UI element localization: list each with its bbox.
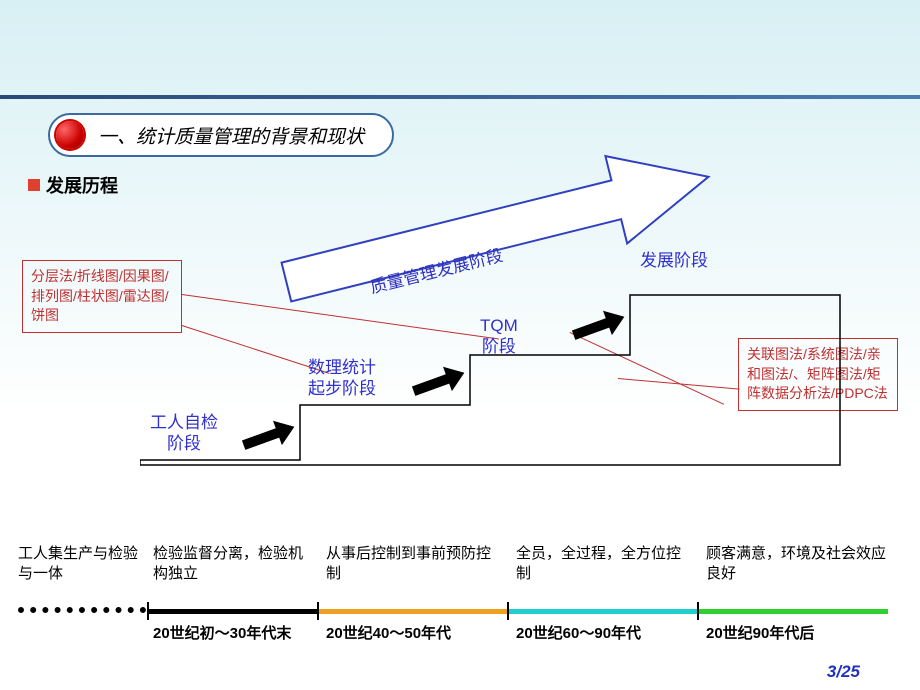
timeline-descriptions: 工人集生产与检验与一体 检验监督分离，检验机构独立 从事后控制到事前预防控制 全…: [18, 544, 902, 606]
era-3: 20世纪60～90年代: [516, 622, 696, 643]
axis-seg-1: [148, 609, 318, 614]
stage-2-line1: 数理统计: [308, 358, 376, 377]
desc-0: 工人集生产与检验与一体: [18, 544, 138, 585]
stage-1: 工人自检 阶段: [150, 412, 218, 455]
era-1: 20世纪初～30年代末: [153, 622, 313, 643]
stage-3: TQM 阶段: [480, 315, 518, 358]
era-4: 20世纪90年代后: [706, 622, 886, 643]
stage-1-line2: 阶段: [167, 434, 201, 453]
section-title-pill: 一、统计质量管理的背景和现状: [48, 113, 394, 157]
stage-2: 数理统计 起步阶段: [308, 357, 376, 400]
desc-2: 从事后控制到事前预防控制: [326, 544, 501, 585]
subsection-text: 发展历程: [46, 172, 118, 198]
stage-1-line1: 工人自检: [150, 413, 218, 432]
stage-3-line1: TQM: [480, 316, 518, 335]
axis-seg-dashed: [18, 607, 146, 613]
stage-2-line2: 起步阶段: [308, 379, 376, 398]
axis-seg-2: [318, 609, 508, 614]
stage-3-line2: 阶段: [482, 337, 516, 356]
section-title: 一、统计质量管理的背景和现状: [98, 122, 364, 149]
era-2: 20世纪40～50年代: [326, 622, 506, 643]
axis-tick: [317, 602, 319, 620]
desc-3: 全员，全过程，全方位控制: [516, 544, 691, 585]
stage-4-text: 发展阶段: [640, 251, 708, 270]
axis-tick: [507, 602, 509, 620]
bullet-icon: [56, 121, 84, 149]
axis-tick: [697, 602, 699, 620]
subsection-label: 发展历程: [28, 172, 118, 198]
top-divider: [0, 95, 920, 99]
axis-seg-4: [698, 609, 888, 614]
stair-diagram: 质量管理发展阶段 工人自检 阶段 数理统计 起步阶段 TQM 阶段 发展阶段: [140, 175, 860, 475]
page-counter: 3/25: [827, 662, 860, 682]
axis-seg-3: [508, 609, 698, 614]
desc-4: 顾客满意，环境及社会效应良好: [706, 544, 886, 585]
square-bullet-icon: [28, 179, 40, 191]
timeline: 工人集生产与检验与一体 检验监督分离，检验机构独立 从事后控制到事前预防控制 全…: [18, 544, 902, 662]
timeline-axis: [18, 606, 902, 618]
stage-4: 发展阶段: [640, 250, 708, 271]
timeline-eras: 20世纪初～30年代末 20世纪40～50年代 20世纪60～90年代 20世纪…: [18, 622, 902, 662]
desc-1: 检验监督分离，检验机构独立: [153, 544, 313, 585]
axis-tick: [147, 602, 149, 620]
